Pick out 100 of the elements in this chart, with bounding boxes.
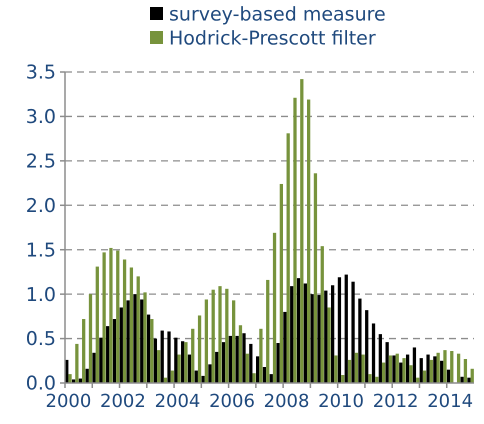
- bar: [238, 325, 242, 383]
- x-tick-label: 2002: [100, 391, 146, 412]
- bar: [222, 342, 226, 383]
- bar: [344, 274, 348, 383]
- bar: [170, 370, 174, 383]
- bar: [440, 360, 444, 383]
- bar: [280, 184, 283, 383]
- bar: [188, 354, 192, 383]
- bar: [242, 333, 246, 383]
- bar: [317, 295, 321, 383]
- bar: [406, 354, 410, 383]
- bar: [351, 282, 355, 383]
- bar: [300, 79, 304, 383]
- bar: [450, 351, 454, 383]
- bar: [225, 288, 228, 383]
- bar: [146, 314, 150, 383]
- y-tick-label: 1.0: [26, 284, 56, 306]
- bar: [212, 290, 215, 383]
- bar: [470, 368, 474, 383]
- bar: [314, 173, 318, 383]
- bar: [109, 248, 113, 383]
- bar: [354, 352, 358, 383]
- bar: [167, 331, 171, 383]
- x-tick-label: 2008: [264, 391, 310, 412]
- bar: [194, 370, 198, 383]
- y-tick-label: 3.5: [26, 62, 56, 84]
- bar: [249, 344, 252, 383]
- bar: [150, 319, 154, 383]
- bar: [412, 347, 416, 383]
- bar: [362, 354, 365, 383]
- y-tick-label: 0.5: [26, 328, 56, 350]
- bar: [327, 307, 331, 383]
- bar: [396, 354, 399, 383]
- bar: [365, 310, 368, 383]
- bar: [198, 315, 202, 383]
- bar: [266, 280, 270, 383]
- bar: [446, 370, 450, 383]
- bar: [140, 299, 144, 383]
- bar: [160, 330, 164, 383]
- bar: [290, 286, 294, 383]
- bar: [358, 298, 362, 383]
- bar: [259, 328, 263, 383]
- bar: [102, 252, 106, 383]
- bar: [256, 356, 260, 383]
- bar: [456, 354, 460, 383]
- bar: [184, 342, 188, 383]
- y-tick-label: 2.5: [26, 150, 56, 173]
- bar: [157, 350, 160, 383]
- bar: [133, 294, 137, 383]
- bar: [246, 354, 249, 383]
- bar: [228, 336, 232, 383]
- bar: [382, 362, 386, 383]
- bar: [402, 358, 406, 383]
- bar: [106, 326, 110, 383]
- bar: [420, 358, 423, 383]
- bar: [464, 359, 468, 383]
- bar: [99, 338, 102, 383]
- bar: [86, 368, 89, 383]
- x-tick-label: 2014: [427, 391, 474, 412]
- legend-label: survey-based measure: [169, 4, 386, 26]
- bar: [409, 365, 413, 383]
- bar: [375, 376, 378, 383]
- bar: [378, 334, 382, 383]
- bar: [75, 344, 78, 383]
- bar: [122, 259, 126, 383]
- bar: [218, 286, 222, 383]
- bar: [426, 354, 430, 383]
- bar: [443, 350, 447, 383]
- bar: [320, 246, 324, 383]
- bar: [306, 100, 310, 383]
- bar: [112, 319, 116, 383]
- bar: [191, 328, 194, 383]
- bar: [388, 355, 392, 383]
- bar: [286, 133, 290, 383]
- bar: [436, 352, 440, 383]
- bar: [416, 378, 420, 383]
- x-tick-label: 2012: [372, 391, 419, 412]
- bar: [236, 336, 239, 383]
- bar: [92, 352, 96, 383]
- bar: [82, 319, 86, 383]
- bar: [386, 342, 389, 383]
- legend-label: Hodrick-Prescott filter: [169, 28, 376, 50]
- bar: [88, 294, 92, 383]
- x-tick-label: 2006: [209, 391, 255, 412]
- bar: [154, 338, 158, 383]
- bar: [270, 374, 273, 383]
- bar: [430, 360, 433, 383]
- bar: [143, 292, 147, 383]
- bar: [204, 299, 208, 383]
- bar: [116, 250, 120, 383]
- bar: [181, 341, 184, 383]
- bar: [310, 294, 314, 383]
- bar: [272, 232, 276, 383]
- bar: [324, 290, 328, 383]
- bar: [399, 362, 402, 383]
- bar: [130, 267, 134, 383]
- bar: [334, 355, 338, 383]
- bar: [232, 300, 236, 383]
- bar: [96, 266, 99, 383]
- x-tick-label: 2010: [318, 391, 364, 412]
